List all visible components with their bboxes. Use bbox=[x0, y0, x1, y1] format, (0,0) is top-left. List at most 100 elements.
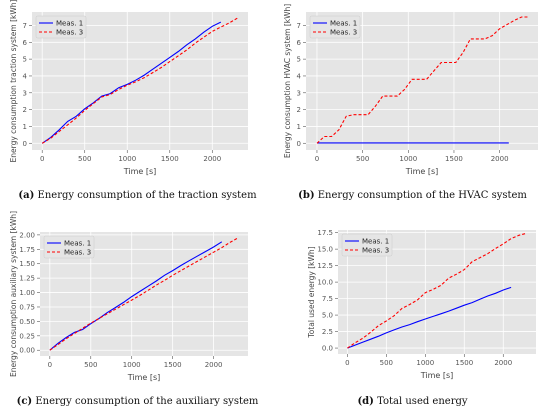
chart-a: 0 500 1000 1500 2000 0 1 2 3 4 5 6 7 Time [s] Energy c… bbox=[9, 0, 248, 176]
caption-b-letter: (b) bbox=[298, 190, 315, 201]
y-tick-label: 7 bbox=[23, 22, 27, 30]
y-tick-label: 1.25 bbox=[19, 275, 35, 283]
y-axis-label: Energy consumption traction system [kWh] bbox=[9, 0, 18, 162]
caption-c: (c) Energy consumption of the auxiliary … bbox=[0, 396, 275, 407]
legend-label: Meas. 1 bbox=[330, 20, 357, 28]
y-tick-label: 12.5 bbox=[317, 262, 333, 270]
y-tick-label: 5.0 bbox=[322, 312, 333, 320]
y-tick-label: 4 bbox=[23, 72, 28, 80]
legend-label: Meas. 3 bbox=[64, 249, 91, 257]
caption-a-letter: (a) bbox=[18, 190, 35, 201]
caption-d-letter: (d) bbox=[357, 396, 374, 407]
y-tick-label: 2 bbox=[297, 106, 301, 114]
x-tick-label: 2000 bbox=[205, 361, 223, 369]
chart-panel-b: 0 500 1000 1500 2000 0 1 2 3 4 5 6 7 Time [s] Energy c… bbox=[275, 0, 550, 185]
y-tick-label: 5 bbox=[297, 56, 301, 64]
caption-a-text: Energy consumption of the traction syste… bbox=[37, 190, 257, 201]
y-tick-label: 6 bbox=[23, 39, 28, 47]
x-tick-label: 0 bbox=[315, 155, 319, 163]
y-tick-label: 0.75 bbox=[19, 303, 35, 311]
x-tick-label: 2000 bbox=[203, 155, 221, 163]
y-tick-label: 1 bbox=[297, 123, 301, 131]
y-tick-label: 7.5 bbox=[322, 295, 333, 303]
y-axis-label: Energy consumption auxiliary system [kWh… bbox=[9, 211, 18, 377]
legend-box bbox=[309, 15, 361, 39]
y-tick-label: 1.00 bbox=[19, 289, 35, 297]
series-line-meas-3 bbox=[49, 237, 239, 351]
y-tick-label: 3 bbox=[297, 89, 301, 97]
y-tick-label: 10.0 bbox=[317, 279, 333, 287]
chart-panel-c: 0 500 1000 1500 2000 0.00 0.25 0.50 0.75 1.00 1.25… bbox=[0, 211, 275, 390]
x-tick-label: 0 bbox=[345, 359, 349, 367]
y-tick-label: 5 bbox=[23, 56, 27, 64]
y-tick-label: 1 bbox=[23, 123, 27, 131]
y-tick-label: 0.00 bbox=[19, 347, 35, 355]
y-tick-label: 6 bbox=[297, 39, 302, 47]
x-tick-label: 2000 bbox=[491, 155, 509, 163]
series-line-meas-3 bbox=[316, 16, 529, 144]
x-tick-label: 1000 bbox=[416, 359, 434, 367]
legend-label: Meas. 3 bbox=[56, 29, 83, 37]
series-line-meas-1 bbox=[49, 241, 223, 351]
x-tick-label: 1500 bbox=[164, 361, 182, 369]
x-tick-label: 500 bbox=[356, 155, 369, 163]
legend-label: Meas. 1 bbox=[56, 20, 83, 28]
y-tick-label: 1.75 bbox=[19, 246, 35, 254]
y-tick-label: 0.50 bbox=[19, 318, 35, 326]
x-tick-label: 1500 bbox=[161, 155, 179, 163]
caption-d: (d) Total used energy bbox=[275, 396, 550, 407]
legend-box bbox=[43, 235, 95, 259]
legend-label: Meas. 3 bbox=[330, 29, 357, 37]
y-tick-label: 0 bbox=[297, 140, 301, 148]
y-axis-label: Total used energy [kWh] bbox=[307, 246, 316, 338]
x-tick-label: 1000 bbox=[123, 361, 141, 369]
chart-b: 0 500 1000 1500 2000 0 1 2 3 4 5 6 7 Time [s] Energy c… bbox=[283, 4, 538, 176]
y-tick-label: 1.50 bbox=[19, 260, 35, 268]
x-tick-label: 0 bbox=[40, 155, 44, 163]
chart-panel-a: 0 500 1000 1500 2000 0 1 2 3 4 5 6 7 Time [s] Energy c… bbox=[0, 0, 275, 185]
y-axis-label: Energy consumption HVAC system [kWh] bbox=[283, 4, 292, 158]
chart-c: 0 500 1000 1500 2000 0.00 0.25 0.50 0.75 1.00 1.25… bbox=[9, 211, 248, 382]
legend-box bbox=[341, 233, 393, 257]
caption-c-letter: (c) bbox=[16, 396, 33, 407]
chart-panel-d: 0 500 1000 1500 2000 0.0 2.5 5.0 7.5 10.0 12.5 15.0… bbox=[275, 220, 550, 390]
legend-label: Meas. 1 bbox=[64, 240, 91, 248]
chart-d: 0 500 1000 1500 2000 0.0 2.5 5.0 7.5 10.0 12.5 15.0… bbox=[307, 229, 536, 380]
y-tick-label: 0.25 bbox=[19, 332, 35, 340]
y-tick-label: 7 bbox=[297, 22, 301, 30]
y-tick-label: 2 bbox=[23, 106, 27, 114]
caption-b: (b) Energy consumption of the HVAC syste… bbox=[275, 190, 550, 201]
series-line-meas-3 bbox=[41, 17, 239, 144]
x-tick-label: 0 bbox=[48, 361, 52, 369]
x-axis-label: Time [s] bbox=[127, 373, 161, 382]
x-axis-label: Time [s] bbox=[123, 167, 157, 176]
series-line-meas-3 bbox=[347, 232, 527, 349]
x-axis-label: Time [s] bbox=[405, 167, 439, 176]
x-tick-label: 1500 bbox=[445, 155, 463, 163]
y-tick-label: 15.0 bbox=[317, 246, 333, 254]
x-tick-label: 1000 bbox=[399, 155, 417, 163]
caption-d-text: Total used energy bbox=[377, 396, 468, 407]
caption-c-text: Energy consumption of the auxiliary syst… bbox=[35, 396, 259, 407]
legend-box bbox=[35, 15, 87, 39]
y-tick-label: 0.0 bbox=[322, 345, 333, 353]
legend-label: Meas. 3 bbox=[362, 247, 389, 255]
x-tick-label: 1000 bbox=[118, 155, 136, 163]
y-tick-label: 2.5 bbox=[322, 328, 333, 336]
y-tick-label: 17.5 bbox=[317, 229, 333, 237]
series-line-meas-1 bbox=[347, 286, 512, 349]
y-tick-label: 4 bbox=[297, 72, 302, 80]
y-tick-label: 3 bbox=[23, 89, 27, 97]
x-tick-label: 1500 bbox=[455, 359, 473, 367]
y-tick-label: 2.00 bbox=[19, 231, 35, 239]
y-tick-label: 0 bbox=[23, 140, 27, 148]
x-tick-label: 2000 bbox=[494, 359, 512, 367]
x-tick-label: 500 bbox=[84, 361, 97, 369]
x-tick-label: 500 bbox=[380, 359, 393, 367]
x-tick-label: 500 bbox=[78, 155, 91, 163]
x-axis-label: Time [s] bbox=[420, 371, 454, 380]
legend-label: Meas. 1 bbox=[362, 238, 389, 246]
